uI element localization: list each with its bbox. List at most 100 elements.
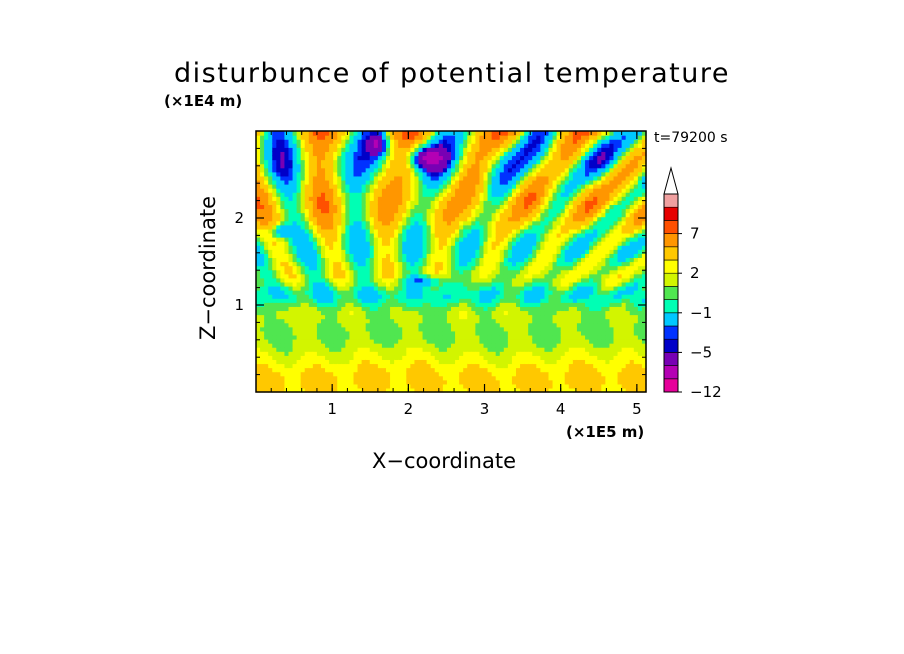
field-cell [463,135,468,140]
field-cell [479,322,485,328]
field-cell [325,383,330,389]
field-cell [272,359,277,365]
field-cell [373,294,379,299]
field-cell [532,220,537,226]
field-cell [357,192,363,197]
field-cell [312,184,318,189]
field-cell [418,257,424,263]
field-cell [321,330,326,336]
field-cell [459,175,464,181]
field-cell [386,277,391,283]
field-cell [568,147,574,152]
field-cell [325,314,330,320]
field-cell [487,204,493,210]
field-cell [540,351,546,356]
field-cell [304,237,310,242]
field-cell [524,151,529,157]
field-cell [479,192,485,197]
field-cell [381,179,387,185]
field-cell [479,310,485,316]
field-cell [495,204,501,210]
field-cell [451,318,456,324]
field-cell [333,290,338,295]
field-cell [451,131,456,136]
field-cell [532,216,537,222]
field-cell [312,290,318,295]
field-cell [438,175,444,181]
field-cell [451,159,456,165]
field-cell [422,184,428,189]
field-cell [475,375,481,381]
field-cell [386,139,391,144]
field-cell [560,253,566,259]
field-cell [308,220,314,226]
field-cell [300,159,306,165]
field-cell [548,228,554,234]
field-cell [280,192,286,197]
field-cell [471,175,476,181]
field-cell [337,306,342,312]
field-cell [312,224,318,230]
field-cell [394,257,399,263]
field-cell [471,351,476,356]
field-cell [377,294,383,299]
field-cell [442,269,448,275]
field-cell [556,196,562,201]
field-cell [487,196,493,201]
field-cell [398,338,403,344]
field-cell [284,265,290,271]
field-cell [256,155,261,161]
field-cell [276,281,281,287]
field-cell [524,196,529,201]
field-cell [560,277,566,283]
field-cell [503,347,509,352]
field-cell [422,351,428,356]
field-cell [451,200,456,206]
field-cell [479,294,485,299]
field-cell [316,208,322,214]
field-cell [300,192,306,197]
field-cell [349,343,355,348]
field-cell [483,343,489,348]
field-cell [463,241,468,246]
field-cell [373,371,379,377]
field-cell [536,257,541,263]
field-cell [503,277,509,283]
field-cell [402,220,407,226]
field-cell [511,355,517,360]
field-cell [418,355,424,360]
field-cell [386,290,391,295]
field-cell [329,155,334,161]
field-cell [381,294,387,299]
field-cell [381,167,387,173]
field-cell [333,196,338,201]
field-cell [564,285,570,291]
field-cell [471,334,476,340]
field-cell [329,306,334,312]
field-cell [451,343,456,348]
field-cell [536,204,541,210]
field-cell [357,318,363,324]
field-cell [325,175,330,181]
field-cell [337,318,342,324]
field-cell [520,355,525,360]
field-cell [260,143,265,148]
field-cell [479,326,485,332]
field-cell [511,298,517,303]
field-cell [276,379,281,385]
field-cell [345,285,351,291]
field-cell [284,314,290,320]
field-cell [568,139,574,144]
field-cell [394,179,399,185]
field-cell [556,318,562,324]
field-cell [264,155,269,161]
field-cell [507,318,513,324]
field-cell [349,208,355,214]
field-cell [483,171,489,177]
field-cell [256,212,261,218]
field-cell [414,326,420,332]
field-cell [316,318,322,324]
field-cell [296,379,302,385]
field-cell [471,261,476,267]
field-cell [430,343,436,348]
